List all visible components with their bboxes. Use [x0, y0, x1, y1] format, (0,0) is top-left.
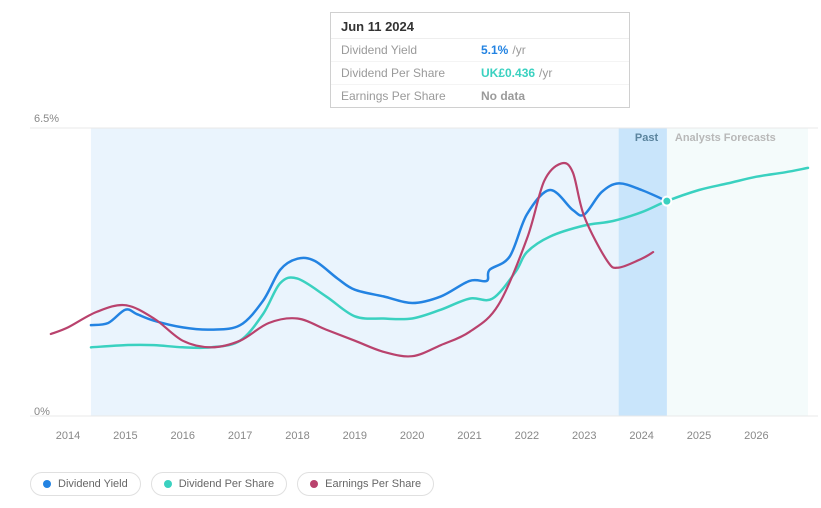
- tooltip-row-label: Dividend Per Share: [341, 66, 481, 80]
- region-label-past: Past: [635, 132, 658, 144]
- x-axis-tick: 2016: [170, 430, 194, 442]
- tooltip-date: Jun 11 2024: [331, 13, 629, 39]
- tooltip-row-label: Earnings Per Share: [341, 89, 481, 103]
- x-axis-labels: 2014 2015 2016 2017 2018 2019 2020 2021 2022 2023…: [0, 430, 821, 450]
- chart-legend: Dividend Yield Dividend Per Share Earnings…: [30, 472, 434, 496]
- legend-label: Dividend Per Share: [179, 478, 274, 490]
- legend-item[interactable]: Dividend Yield: [30, 472, 141, 496]
- tooltip-row-value: 5.1%/yr: [481, 43, 526, 57]
- x-axis-tick: 2022: [515, 430, 539, 442]
- x-axis-tick: 2026: [744, 430, 768, 442]
- tooltip-row-value: UK£0.436/yr: [481, 66, 552, 80]
- x-axis-tick: 2024: [629, 430, 653, 442]
- x-axis-tick: 2025: [687, 430, 711, 442]
- tooltip-row: Dividend Per ShareUK£0.436/yr: [331, 62, 629, 85]
- x-axis-tick: 2015: [113, 430, 137, 442]
- dividend-chart: Jun 11 2024 Dividend Yield5.1%/yrDividen…: [0, 0, 821, 508]
- legend-dot-icon: [43, 480, 51, 488]
- tooltip-row-value: No data: [481, 89, 525, 103]
- region-label-forecast: Analysts Forecasts: [675, 132, 776, 144]
- legend-dot-icon: [310, 480, 318, 488]
- x-axis-tick: 2014: [56, 430, 80, 442]
- x-axis-tick: 2023: [572, 430, 596, 442]
- tooltip-row: Earnings Per ShareNo data: [331, 85, 629, 107]
- legend-dot-icon: [164, 480, 172, 488]
- legend-label: Earnings Per Share: [325, 478, 421, 490]
- tooltip-row-label: Dividend Yield: [341, 43, 481, 57]
- tooltip-row: Dividend Yield5.1%/yr: [331, 39, 629, 62]
- x-axis-tick: 2021: [457, 430, 481, 442]
- legend-item[interactable]: Earnings Per Share: [297, 472, 434, 496]
- legend-item[interactable]: Dividend Per Share: [151, 472, 287, 496]
- y-axis-label-zero: 0%: [34, 406, 50, 418]
- legend-label: Dividend Yield: [58, 478, 128, 490]
- chart-tooltip: Jun 11 2024 Dividend Yield5.1%/yrDividen…: [330, 12, 630, 108]
- x-axis-tick: 2017: [228, 430, 252, 442]
- x-axis-tick: 2020: [400, 430, 424, 442]
- x-axis-tick: 2018: [285, 430, 309, 442]
- y-axis-label-max: 6.5%: [34, 113, 59, 125]
- x-axis-tick: 2019: [343, 430, 367, 442]
